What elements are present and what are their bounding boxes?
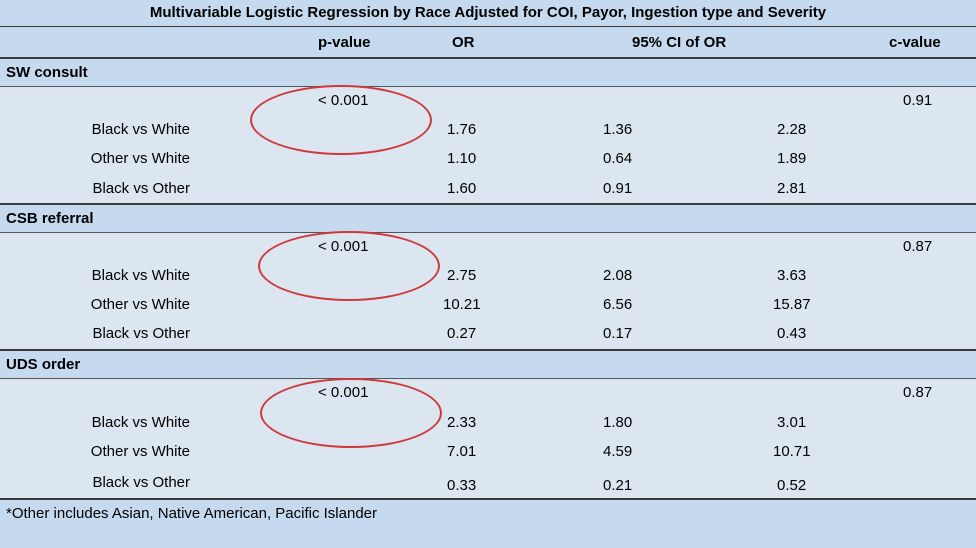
ci-low-cell: 4.59: [603, 443, 633, 460]
annotation-circle: [250, 85, 432, 155]
cvalue-cell: 0.87: [903, 384, 933, 401]
pvalue-cell: < 0.001: [318, 238, 369, 255]
annotation-circle: [260, 378, 442, 448]
ci-low-cell: 0.21: [603, 477, 633, 494]
ci-high-cell: 10.71: [773, 443, 811, 460]
row-label: Other vs White: [90, 296, 190, 313]
column-header-row: p-value OR 95% CI of OR c-value: [0, 27, 976, 59]
ci-high-cell: 15.87: [773, 296, 811, 313]
section-title: UDS order: [0, 351, 976, 379]
pvalue-cell: < 0.001: [318, 92, 369, 109]
row-label: Black vs White: [91, 267, 190, 284]
ci-high-cell: 1.89: [777, 150, 807, 167]
column-header-or: OR: [452, 34, 475, 51]
row-label: Black vs White: [91, 121, 190, 138]
column-header-pvalue: p-value: [318, 34, 371, 51]
ci-low-cell: 1.80: [603, 414, 633, 431]
or-cell: 0.33: [447, 477, 477, 494]
ci-low-cell: 2.08: [603, 267, 633, 284]
row-label: Black vs Other: [92, 474, 190, 491]
or-cell: 2.33: [447, 414, 477, 431]
or-cell: 7.01: [447, 443, 477, 460]
or-cell: 10.21: [443, 296, 481, 313]
row-label: Black vs Other: [92, 180, 190, 197]
ci-high-cell: 3.01: [777, 414, 807, 431]
or-cell: 1.10: [447, 150, 477, 167]
ci-low-cell: 6.56: [603, 296, 633, 313]
row-label: Other vs White: [90, 150, 190, 167]
ci-high-cell: 2.81: [777, 180, 807, 197]
ci-high-cell: 0.52: [777, 477, 807, 494]
row-label: Black vs White: [91, 414, 190, 431]
section-body: < 0.001 0.87 Black vs White 2.75 2.08 3.…: [0, 231, 976, 351]
or-cell: 0.27: [447, 325, 477, 342]
or-cell: 2.75: [447, 267, 477, 284]
annotation-circle: [258, 231, 440, 301]
ci-high-cell: 2.28: [777, 121, 807, 138]
section-uds-order: UDS order < 0.001 0.87 Black vs White 2.…: [0, 351, 976, 500]
section-title: CSB referral: [0, 205, 976, 233]
pvalue-cell: < 0.001: [318, 384, 369, 401]
footnote: *Other includes Asian, Native American, …: [0, 500, 976, 548]
ci-low-cell: 0.91: [603, 180, 633, 197]
row-label: Black vs Other: [92, 325, 190, 342]
ci-high-cell: 0.43: [777, 325, 807, 342]
or-cell: 1.60: [447, 180, 477, 197]
table-title: Multivariable Logistic Regression by Rac…: [0, 0, 976, 27]
section-body: < 0.001 0.91 Black vs White 1.76 1.36 2.…: [0, 85, 976, 205]
cvalue-cell: 0.87: [903, 238, 933, 255]
ci-low-cell: 1.36: [603, 121, 633, 138]
column-header-ci: 95% CI of OR: [632, 34, 727, 51]
cvalue-cell: 0.91: [903, 92, 933, 109]
section-title: SW consult: [0, 59, 976, 87]
column-header-cvalue: c-value: [889, 34, 941, 51]
row-label: Other vs White: [90, 443, 190, 460]
section-csb-referral: CSB referral < 0.001 0.87 Black vs White…: [0, 205, 976, 351]
or-cell: 1.76: [447, 121, 477, 138]
section-sw-consult: SW consult < 0.001 0.91 Black vs White 1…: [0, 59, 976, 205]
ci-low-cell: 0.17: [603, 325, 633, 342]
ci-high-cell: 3.63: [777, 267, 807, 284]
ci-low-cell: 0.64: [603, 150, 633, 167]
section-body: < 0.001 0.87 Black vs White 2.33 1.80 3.…: [0, 378, 976, 500]
